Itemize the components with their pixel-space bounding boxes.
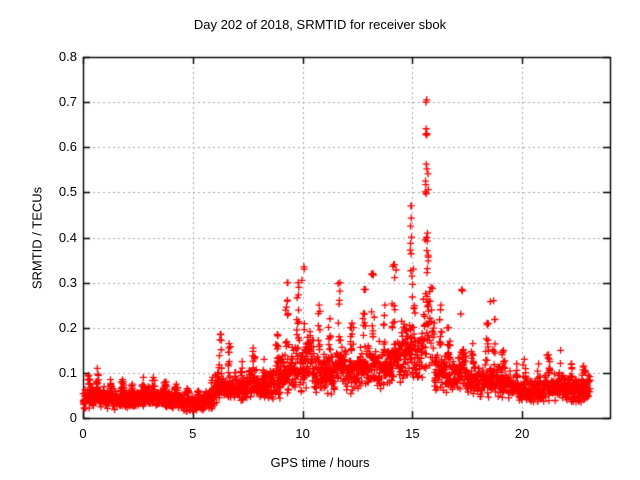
- x-tick-label: 5: [189, 426, 197, 441]
- y-tick-label: 0.6: [58, 139, 77, 155]
- y-tick-label: 0.2: [58, 319, 77, 335]
- y-tick-label: 0.5: [58, 184, 77, 200]
- x-tick-label: 0: [79, 426, 87, 441]
- x-tick-label: 20: [514, 426, 530, 441]
- y-tick-label: 0.1: [58, 364, 77, 380]
- y-tick-label: 0.4: [58, 229, 77, 245]
- x-tick-label: 10: [295, 426, 310, 441]
- y-tick-label: 0.7: [58, 94, 77, 110]
- y-tick-label: 0.3: [58, 274, 77, 290]
- x-axis-label: GPS time / hours: [270, 455, 370, 470]
- y-tick-label: 0.8: [58, 49, 77, 64]
- y-tick-label: 0: [69, 410, 77, 425]
- chart-title: Day 202 of 2018, SRMTID for receiver sbo…: [193, 17, 447, 32]
- x-tick-label: 15: [405, 426, 420, 441]
